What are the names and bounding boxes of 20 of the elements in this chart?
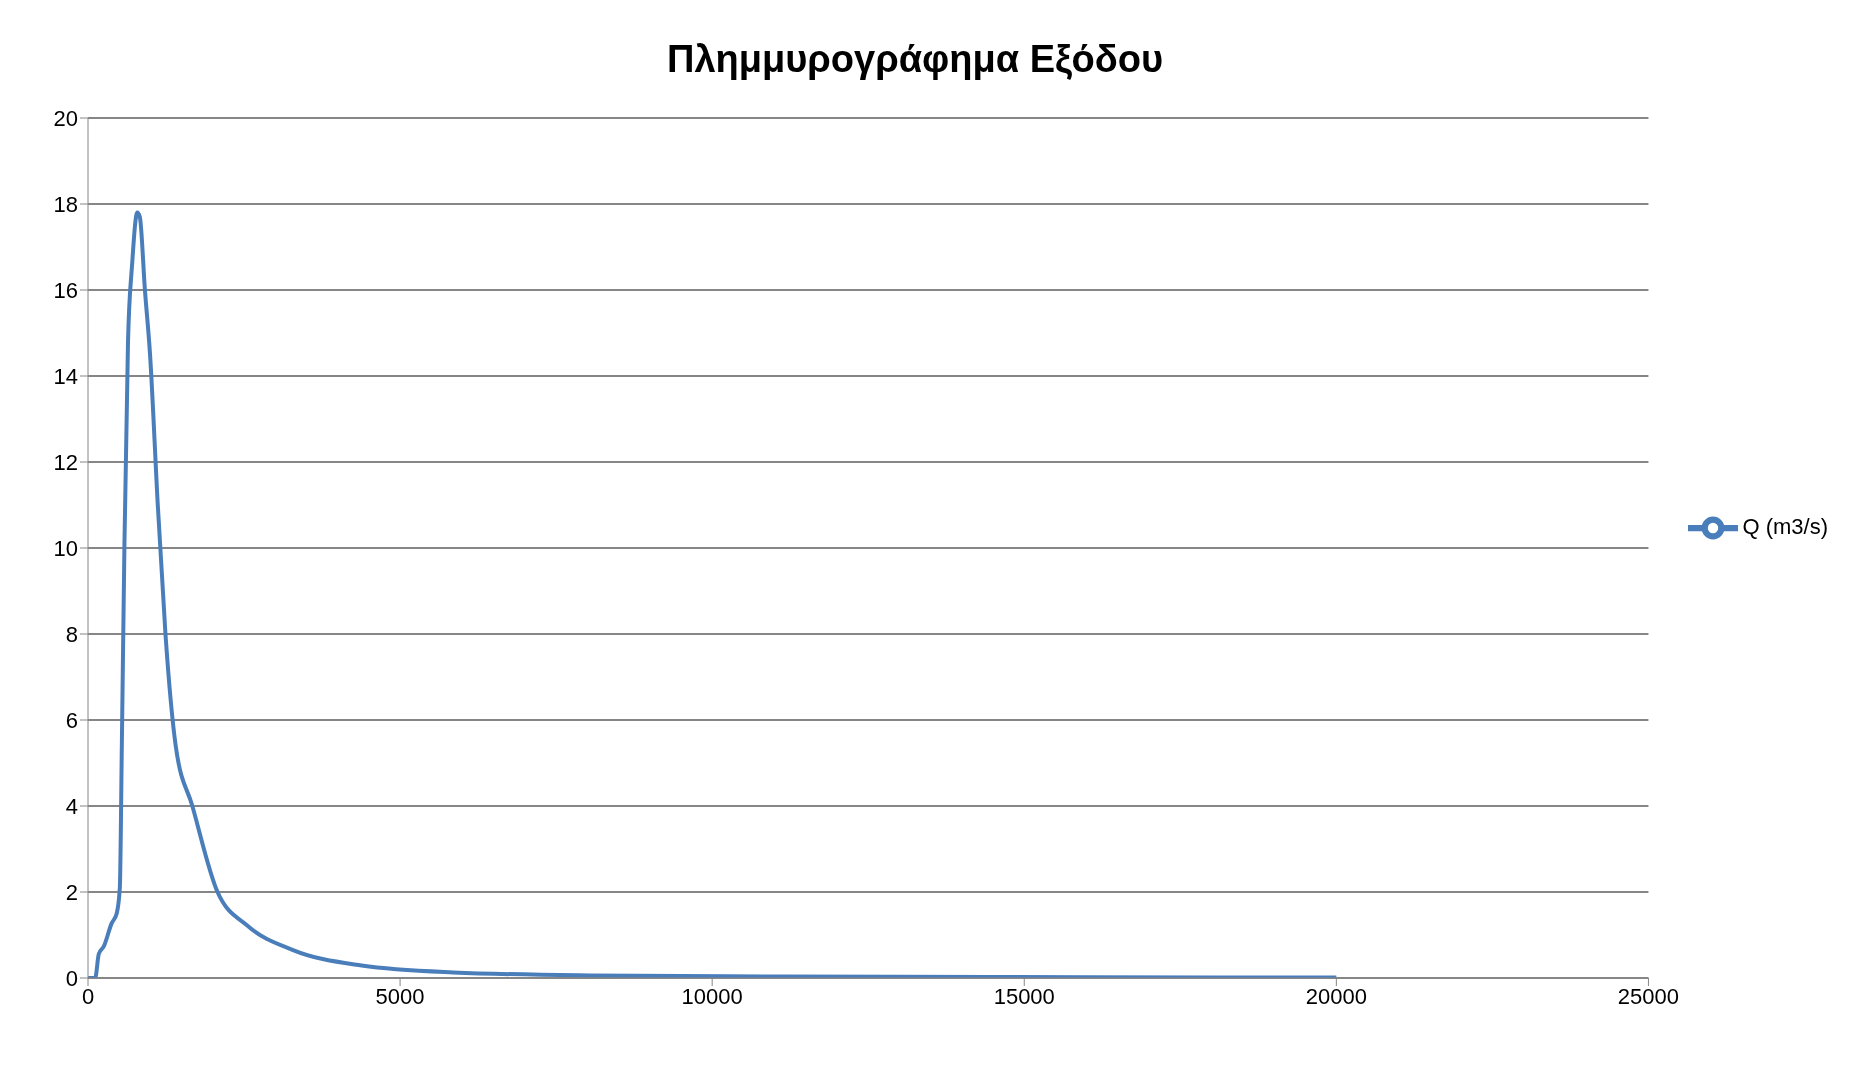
x-tick-label: 5000	[375, 983, 425, 1009]
y-tick-label: 2	[65, 879, 78, 905]
y-tick-label: 4	[65, 793, 78, 819]
x-tick-label: 10000	[681, 983, 743, 1009]
y-tick-label: 8	[65, 621, 78, 647]
y-tick-label: 20	[53, 105, 78, 131]
x-tick-label: 25000	[1617, 983, 1680, 1009]
y-tick-label: 14	[53, 363, 78, 389]
y-tick-label: 0	[65, 965, 78, 991]
chart-title: Πλημμυρογράφημα Εξόδου	[666, 38, 1164, 80]
x-tick-label: 15000	[993, 983, 1055, 1009]
x-tick-label: 0	[81, 983, 95, 1009]
y-tick-label: 6	[65, 707, 78, 733]
line-series	[88, 210, 1339, 978]
y-tick-label: 12	[53, 449, 78, 475]
legend-label: Q (m3/s)	[1742, 513, 1828, 539]
x-tick-label: 20000	[1305, 983, 1367, 1009]
y-tick-label: 18	[53, 191, 78, 217]
y-tick-label: 10	[53, 535, 78, 561]
y-tick-label: 16	[53, 277, 78, 303]
